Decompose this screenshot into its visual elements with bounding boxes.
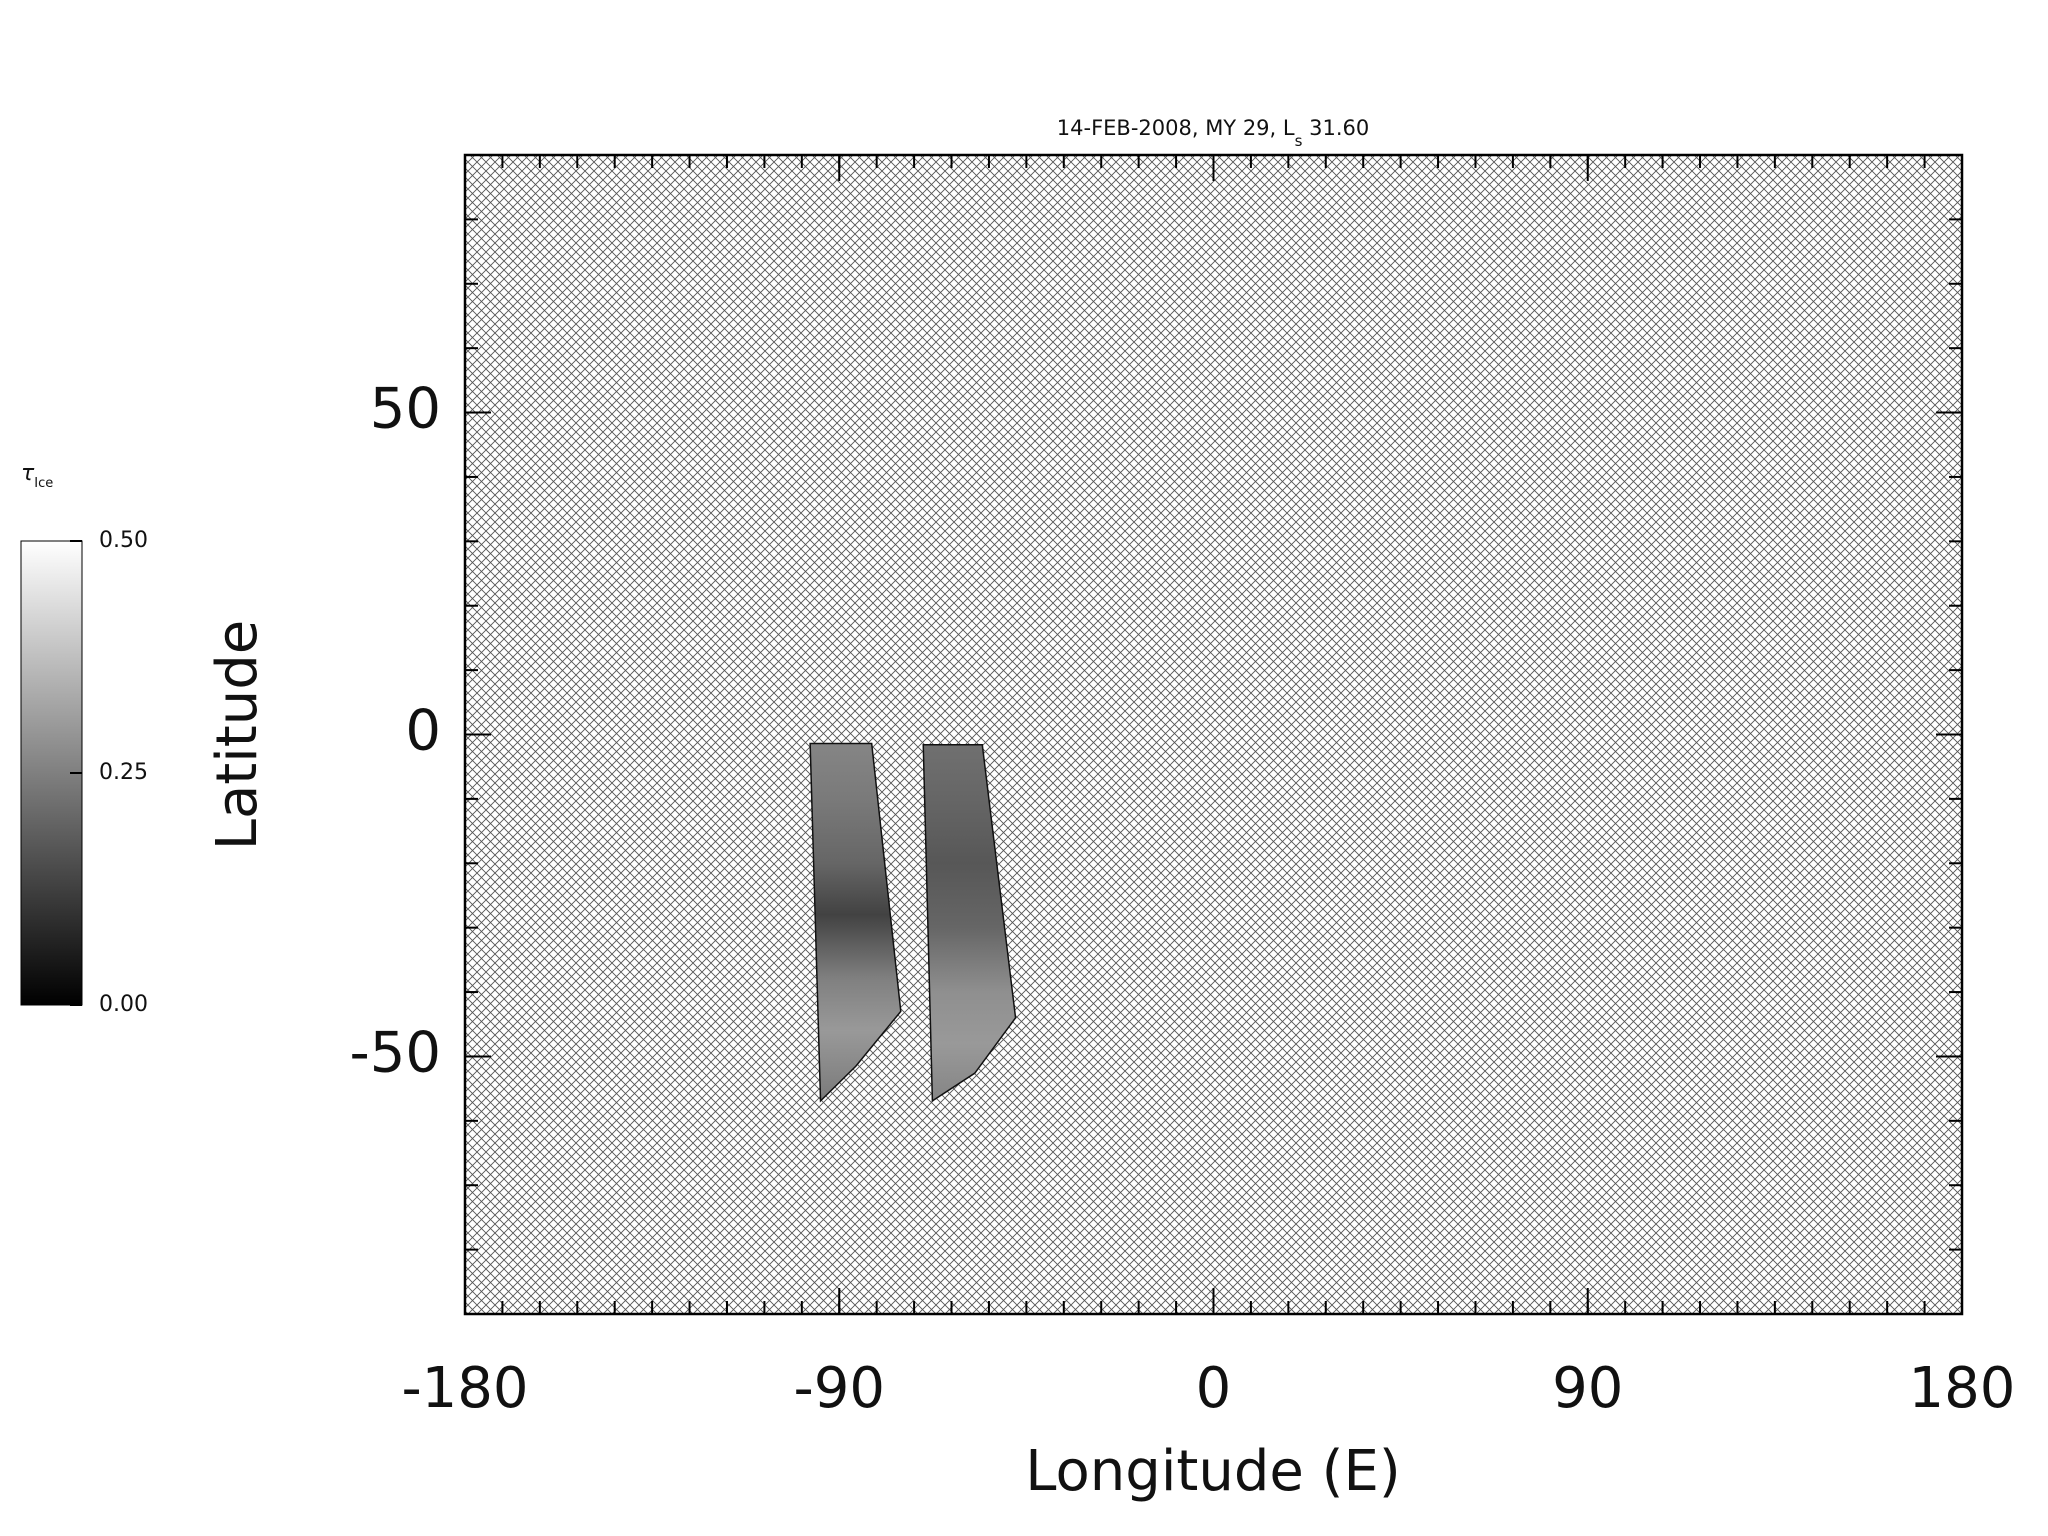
swath bbox=[922, 744, 1017, 1103]
x-tick-label: -180 bbox=[401, 1356, 528, 1421]
colorbar-subscript: Ice bbox=[34, 476, 53, 491]
title-subscript: s bbox=[1295, 132, 1303, 150]
x-axis-label: Longitude (E) bbox=[1025, 1439, 1400, 1504]
colorbar-tick-label: 0.50 bbox=[99, 528, 148, 553]
x-tick-label: 180 bbox=[1909, 1356, 2016, 1421]
colorbar-label: τIce bbox=[21, 461, 53, 491]
colorbar-tick-label: 0.00 bbox=[99, 992, 148, 1017]
x-tick-label: -90 bbox=[794, 1356, 885, 1421]
y-tick-label: -50 bbox=[350, 1021, 441, 1086]
no-data-hatch bbox=[465, 155, 1962, 1314]
x-tick-label: 90 bbox=[1552, 1356, 1623, 1421]
y-tick-label: 50 bbox=[370, 377, 441, 442]
chart-title: 14-FEB-2008, MY 29, Ls 31.60 bbox=[1057, 116, 1369, 150]
swath bbox=[809, 742, 902, 1103]
y-tick-label: 0 bbox=[405, 699, 441, 764]
x-tick-label: 0 bbox=[1196, 1356, 1232, 1421]
y-axis-label: Latitude bbox=[205, 620, 270, 850]
colorbar-symbol: τ bbox=[21, 461, 35, 486]
colorbar-tick-label: 0.25 bbox=[99, 760, 148, 785]
title-tail: 31.60 bbox=[1302, 116, 1369, 140]
title-text: 14-FEB-2008, MY 29, L bbox=[1057, 116, 1295, 140]
